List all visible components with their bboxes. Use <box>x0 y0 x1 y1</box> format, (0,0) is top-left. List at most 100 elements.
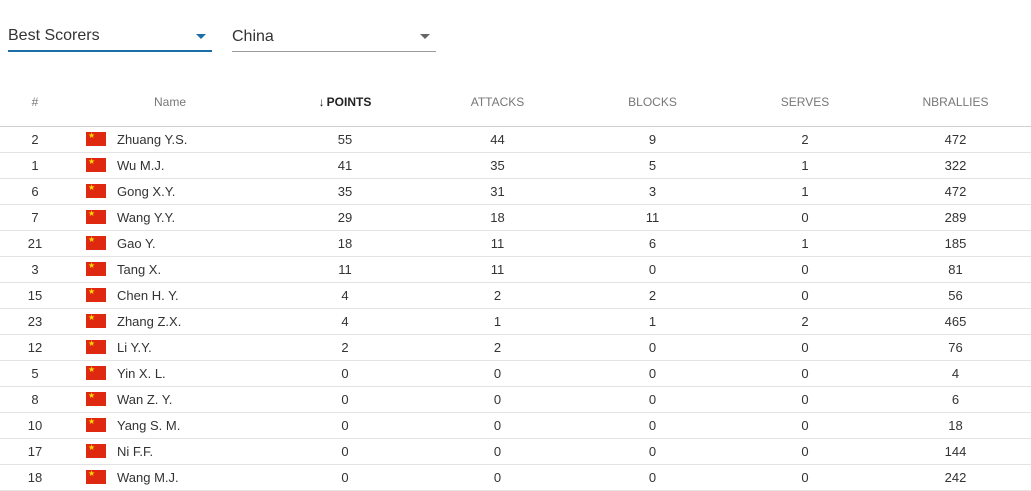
china-flag-icon <box>86 208 106 224</box>
cell-blocks: 0 <box>575 334 730 361</box>
cell-points: 0 <box>270 464 420 491</box>
china-flag-icon <box>86 390 106 406</box>
cell-nbrallies: 6 <box>880 386 1031 413</box>
cell-attacks: 11 <box>420 230 575 257</box>
cell-rank: 1 <box>0 152 70 179</box>
table-body: 2Zhuang Y.S.5544924721Wu M.J.4135513226G… <box>0 126 1031 491</box>
china-flag-icon <box>86 442 106 458</box>
cell-nbrallies: 322 <box>880 152 1031 179</box>
cell-blocks: 1 <box>575 308 730 335</box>
cell-serves: 0 <box>730 438 880 465</box>
cell-rank: 18 <box>0 464 70 491</box>
cell-attacks: 44 <box>420 126 575 153</box>
cell-points: 2 <box>270 334 420 361</box>
filter-bar: Best Scorers China <box>0 0 1031 60</box>
china-flag-icon <box>86 182 106 198</box>
cell-name: Zhang Z.X. <box>70 308 270 335</box>
cell-points: 29 <box>270 204 420 231</box>
cell-blocks: 5 <box>575 152 730 179</box>
cell-blocks: 0 <box>575 412 730 439</box>
cell-attacks: 18 <box>420 204 575 231</box>
cell-rank: 10 <box>0 412 70 439</box>
player-name[interactable]: Wang M.J. <box>117 469 179 485</box>
cell-nbrallies: 472 <box>880 126 1031 153</box>
column-header-points[interactable]: ↓ POINTS <box>270 78 420 127</box>
column-header-attacks[interactable]: ATTACKS <box>420 78 575 127</box>
team-select[interactable]: China <box>232 22 436 52</box>
china-flag-icon <box>86 364 106 380</box>
cell-attacks: 0 <box>420 412 575 439</box>
cell-points: 11 <box>270 256 420 283</box>
cell-nbrallies: 289 <box>880 204 1031 231</box>
column-header-serves[interactable]: SERVES <box>730 78 880 127</box>
cell-nbrallies: 144 <box>880 438 1031 465</box>
column-header-blocks[interactable]: BLOCKS <box>575 78 730 127</box>
china-flag-icon <box>86 416 106 432</box>
cell-points: 4 <box>270 308 420 335</box>
player-name[interactable]: Li Y.Y. <box>117 339 152 355</box>
player-name[interactable]: Wan Z. Y. <box>117 391 173 407</box>
cell-rank: 21 <box>0 230 70 257</box>
cell-blocks: 0 <box>575 386 730 413</box>
player-name[interactable]: Tang X. <box>117 261 162 277</box>
column-header-rank[interactable]: # <box>0 78 70 127</box>
cell-attacks: 2 <box>420 334 575 361</box>
category-select-value: Best Scorers <box>8 27 100 44</box>
cell-name: Chen H. Y. <box>70 282 270 309</box>
player-name[interactable]: Wu M.J. <box>117 157 165 173</box>
china-flag-icon <box>86 468 106 484</box>
category-select[interactable]: Best Scorers <box>8 22 212 52</box>
cell-blocks: 2 <box>575 282 730 309</box>
cell-name: Wu M.J. <box>70 152 270 179</box>
cell-rank: 2 <box>0 126 70 153</box>
player-name[interactable]: Zhang Z.X. <box>117 313 182 329</box>
cell-name: Gao Y. <box>70 230 270 257</box>
column-header-nbrallies[interactable]: NBRALLIES <box>880 78 1031 127</box>
cell-nbrallies: 18 <box>880 412 1031 439</box>
china-flag-icon <box>86 312 106 328</box>
player-name[interactable]: Ni F.F. <box>117 443 154 459</box>
cell-points: 18 <box>270 230 420 257</box>
cell-serves: 0 <box>730 464 880 491</box>
table-header-row: # Name ↓ POINTS ATTACKS BLOCKS SERVES NBR… <box>0 78 1031 127</box>
player-name[interactable]: Wang Y.Y. <box>117 209 176 225</box>
column-header-name[interactable]: Name <box>70 78 270 127</box>
cell-points: 0 <box>270 438 420 465</box>
player-name[interactable]: Chen H. Y. <box>117 287 179 303</box>
cell-blocks: 9 <box>575 126 730 153</box>
column-header-blocks-label: BLOCKS <box>628 94 677 109</box>
cell-nbrallies: 185 <box>880 230 1031 257</box>
arrow-down-icon: ↓ <box>318 94 325 109</box>
cell-blocks: 11 <box>575 204 730 231</box>
player-name[interactable]: Zhuang Y.S. <box>117 131 188 147</box>
cell-attacks: 31 <box>420 178 575 205</box>
cell-points: 4 <box>270 282 420 309</box>
cell-serves: 0 <box>730 282 880 309</box>
cell-serves: 1 <box>730 230 880 257</box>
cell-blocks: 6 <box>575 230 730 257</box>
cell-points: 35 <box>270 178 420 205</box>
china-flag-icon <box>86 234 106 250</box>
cell-points: 55 <box>270 126 420 153</box>
player-name[interactable]: Yang S. M. <box>117 417 181 433</box>
cell-serves: 1 <box>730 152 880 179</box>
player-name[interactable]: Gao Y. <box>117 235 156 251</box>
cell-serves: 0 <box>730 412 880 439</box>
player-name[interactable]: Gong X.Y. <box>117 183 176 199</box>
cell-serves: 0 <box>730 360 880 387</box>
player-name[interactable]: Yin X. L. <box>117 365 166 381</box>
